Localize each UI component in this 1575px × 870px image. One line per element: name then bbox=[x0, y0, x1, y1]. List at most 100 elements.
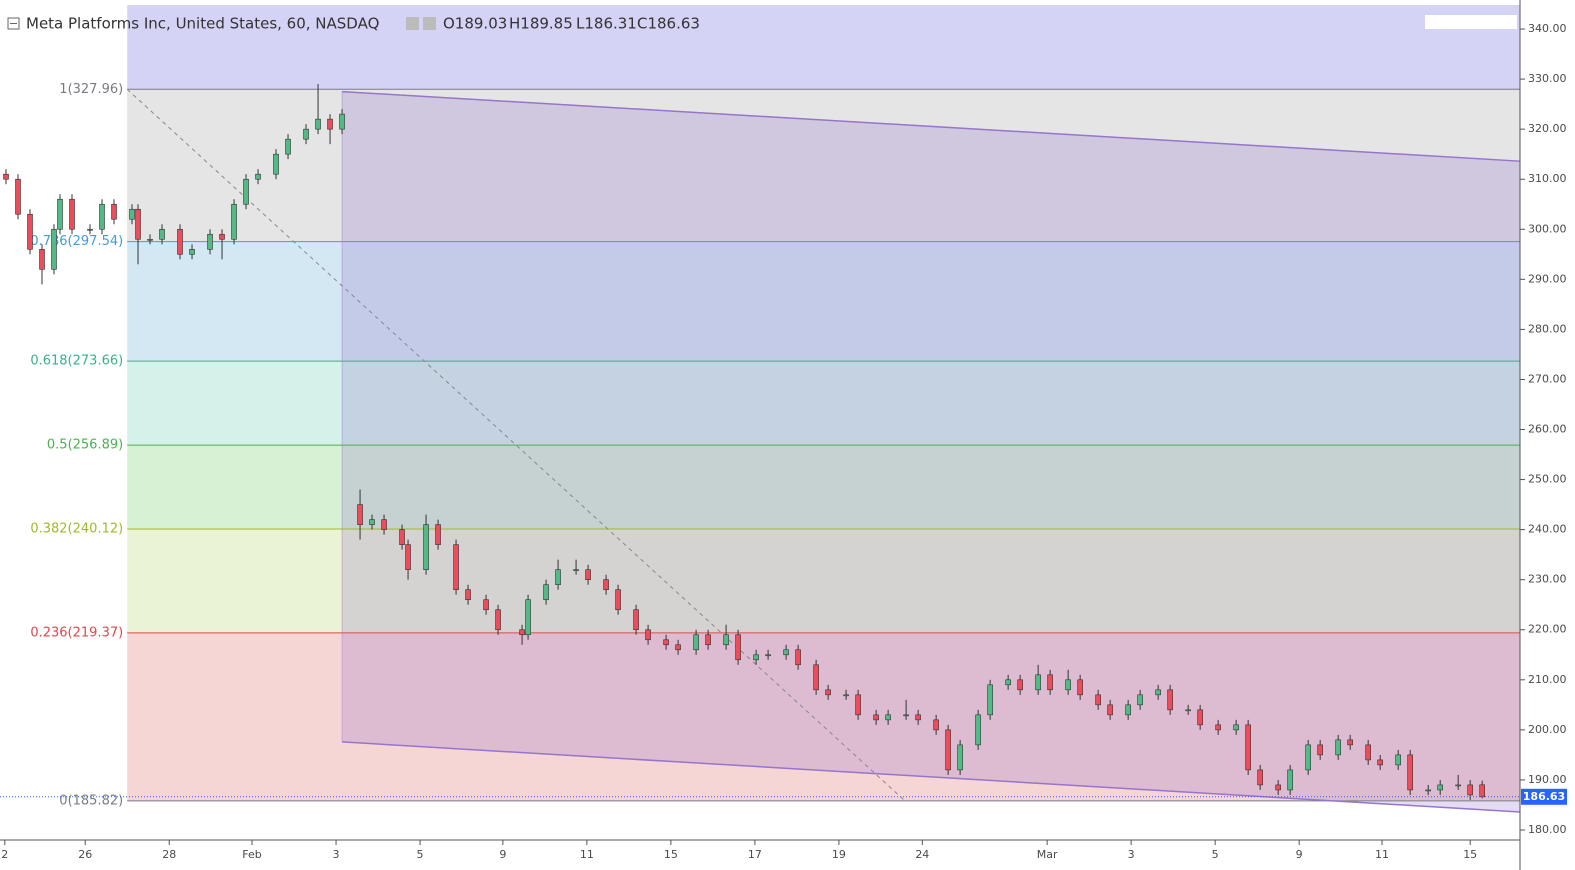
y-tick-label: 210.00 bbox=[1528, 673, 1567, 686]
y-tick-label: 270.00 bbox=[1528, 372, 1567, 385]
candle-body bbox=[87, 228, 93, 231]
settings-icon[interactable] bbox=[423, 17, 436, 30]
candle-body bbox=[1245, 724, 1251, 771]
candle-body bbox=[483, 599, 489, 611]
candle-body bbox=[1125, 704, 1131, 716]
candle-body bbox=[873, 714, 879, 721]
candle-body bbox=[813, 664, 819, 691]
channel-fill bbox=[342, 91, 1520, 812]
y-tick-label: 280.00 bbox=[1528, 322, 1567, 335]
ohlc-low: L186.31 bbox=[576, 15, 637, 33]
candle-body bbox=[27, 213, 33, 250]
y-tick-label: 320.00 bbox=[1528, 122, 1567, 135]
y-tick-label: 240.00 bbox=[1528, 523, 1567, 536]
chart-title: Meta Platforms Inc, United States, 60, N… bbox=[26, 15, 379, 33]
y-tick-label: 200.00 bbox=[1528, 723, 1567, 736]
candle-body bbox=[1425, 789, 1431, 792]
candle-body bbox=[753, 654, 759, 661]
candle-body bbox=[933, 719, 939, 731]
candle-body bbox=[1185, 709, 1191, 712]
candle-body bbox=[1047, 674, 1053, 691]
ohlc-high: H189.85 bbox=[509, 15, 573, 33]
x-tick-label: 5 bbox=[1212, 848, 1219, 861]
corner-box bbox=[1425, 15, 1517, 29]
fib-level-label: 0.382(240.12) bbox=[30, 522, 123, 537]
candle-body bbox=[1437, 784, 1443, 791]
candle-body bbox=[273, 153, 279, 175]
y-tick-label: 330.00 bbox=[1528, 72, 1567, 85]
candle-body bbox=[1107, 704, 1113, 716]
candle-body bbox=[129, 208, 135, 220]
candle-body bbox=[369, 519, 375, 525]
fib-zone bbox=[127, 89, 1520, 242]
candle-body bbox=[1479, 784, 1485, 798]
x-tick-label: 11 bbox=[580, 848, 594, 861]
fib-zone bbox=[127, 361, 1520, 446]
candle-body bbox=[525, 599, 531, 636]
candle-body bbox=[975, 714, 981, 746]
candle-body bbox=[693, 634, 699, 651]
candle-body bbox=[783, 649, 789, 656]
candle-body bbox=[177, 228, 183, 255]
candle-body bbox=[903, 714, 909, 717]
candle-body bbox=[453, 544, 459, 591]
y-tick-label: 290.00 bbox=[1528, 272, 1567, 285]
last-price-label: 186.63 bbox=[1523, 790, 1565, 803]
candle-body bbox=[1095, 694, 1101, 706]
candle-body bbox=[843, 694, 849, 697]
last-price-box bbox=[1521, 788, 1567, 805]
fib-level-label: 1(327.96) bbox=[59, 82, 123, 97]
y-tick-label: 180.00 bbox=[1528, 823, 1567, 836]
candle-body bbox=[1065, 679, 1071, 691]
candle-body bbox=[1215, 724, 1221, 731]
y-tick-label: 250.00 bbox=[1528, 473, 1567, 486]
ohlc-close: C186.63 bbox=[637, 15, 700, 33]
x-tick-label: 2 bbox=[1, 848, 8, 861]
candle-body bbox=[15, 178, 21, 215]
candle-body bbox=[57, 198, 63, 230]
x-tick-label: 17 bbox=[748, 848, 762, 861]
eye-icon[interactable] bbox=[406, 17, 419, 30]
candle-body bbox=[243, 178, 249, 205]
candle-body bbox=[1287, 769, 1293, 791]
channel-upper bbox=[342, 90, 1521, 162]
x-tick-label: 28 bbox=[162, 848, 176, 861]
x-tick-label: 3 bbox=[333, 848, 340, 861]
candle-body bbox=[285, 138, 291, 155]
candle-body bbox=[645, 629, 651, 641]
candle-body bbox=[219, 233, 225, 240]
candle-body bbox=[1155, 689, 1161, 696]
candle-body bbox=[1467, 784, 1473, 796]
candle-body bbox=[135, 208, 141, 240]
candle-body bbox=[3, 173, 9, 180]
y-tick-label: 230.00 bbox=[1528, 573, 1567, 586]
candle-body bbox=[1275, 784, 1281, 791]
candle-body bbox=[207, 233, 213, 250]
fib-zone bbox=[127, 529, 1520, 633]
candle-body bbox=[633, 609, 639, 631]
candle-body bbox=[855, 694, 861, 716]
candle-body bbox=[825, 689, 831, 696]
candle-body bbox=[381, 519, 387, 530]
fib-level-label: 0.618(273.66) bbox=[30, 354, 123, 369]
candle-body bbox=[405, 544, 411, 570]
candle-body bbox=[1395, 754, 1401, 766]
candle-body bbox=[1077, 679, 1083, 696]
candle-body bbox=[1365, 744, 1371, 761]
candle-body bbox=[765, 654, 771, 657]
candle-body bbox=[231, 203, 237, 240]
candle-body bbox=[39, 248, 45, 270]
x-tick-label: 3 bbox=[1128, 848, 1135, 861]
candle-body bbox=[51, 228, 57, 270]
candle-body bbox=[723, 634, 729, 646]
x-tick-label: 24 bbox=[915, 848, 929, 861]
x-tick-label: Mar bbox=[1037, 848, 1058, 861]
x-tick-label: 9 bbox=[1296, 848, 1303, 861]
plot-layer: 1(327.96) 0.786(297.54) 0.618(273.66) 0.5(2… bbox=[0, 5, 1567, 813]
candle-body bbox=[1035, 674, 1041, 691]
candle-body bbox=[435, 524, 441, 545]
candle-body bbox=[1335, 739, 1341, 756]
fib-level-label: 0(185.82) bbox=[59, 793, 123, 808]
candle-body bbox=[147, 238, 153, 241]
candle-body bbox=[1233, 724, 1239, 731]
